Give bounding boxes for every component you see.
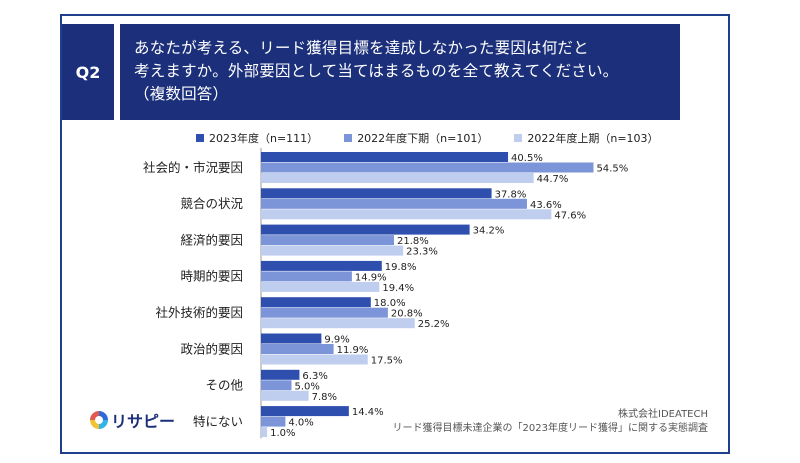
bar-series-3: [261, 209, 552, 220]
data-label: 23.3%: [406, 247, 438, 258]
credit-company: 株式会社IDEATECH: [618, 409, 708, 420]
data-label: 7.8%: [312, 392, 337, 403]
bar-series-2: [261, 198, 527, 209]
data-label: 44.7%: [537, 174, 569, 185]
legend-item-2023: 2023年度（n=111）: [196, 130, 318, 146]
data-label: 43.6%: [530, 200, 562, 211]
bar-series-1: [261, 333, 322, 344]
source-credit: 株式会社IDEATECH リード獲得目標未達企業の「2023年度リード獲得」に関…: [393, 408, 708, 436]
bar-series-2: [261, 307, 388, 318]
data-label: 54.5%: [596, 164, 628, 175]
data-label: 40.5%: [511, 153, 543, 164]
data-label: 34.2%: [473, 226, 505, 237]
data-label: 20.8%: [391, 309, 423, 320]
question-badge: Q2: [62, 24, 114, 120]
bar-series-3: [261, 318, 415, 329]
question-text: あなたが考える、リード獲得目標を達成しなかった要因は何だと 考えますか。外部要因…: [120, 24, 680, 120]
data-label: 18.0%: [374, 298, 406, 309]
bar-series-3: [261, 173, 534, 183]
bar-series-2: [261, 235, 394, 246]
legend-item-2022-second-half: 2022年度下期（n=101）: [344, 130, 488, 146]
category-label: 特にない: [193, 414, 243, 429]
bar-series-1: [261, 152, 509, 162]
bar-series-3: [261, 281, 380, 292]
category-label: 時期的要因: [180, 269, 243, 284]
category-label: 政治的要因: [180, 341, 243, 356]
bar-series-3: [261, 427, 268, 438]
bar-series-2: [261, 271, 352, 282]
bar-series-1: [261, 369, 300, 380]
data-label: 19.4%: [382, 283, 414, 294]
bar-series-1: [261, 224, 470, 235]
legend-swatch-2022-first-half: [514, 134, 523, 142]
data-label: 14.9%: [355, 272, 387, 283]
legend-swatch-2022-second-half: [344, 134, 353, 142]
question-line-1: あなたが考える、リード獲得目標を達成しなかった要因は何だと: [134, 39, 589, 57]
chart-legend: 2023年度（n=111） 2022年度下期（n=101） 2022年度上期（n…: [196, 130, 659, 146]
credit-survey: リード獲得目標未達企業の「2023年度リード獲得」に関する実態調査: [392, 423, 708, 434]
category-label: 社外技術的要因: [155, 305, 243, 320]
legend-label-2023: 2023年度（n=111）: [209, 132, 319, 145]
data-label: 5.0%: [295, 381, 320, 392]
legend-item-2022-first-half: 2022年度上期（n=103）: [514, 130, 659, 146]
bar-series-1: [261, 188, 492, 199]
data-label: 9.9%: [324, 335, 349, 346]
risapy-logo: リサピー: [90, 408, 175, 432]
bar-series-3: [261, 245, 404, 256]
logo-text: リサピー: [111, 412, 176, 431]
data-label: 6.3%: [302, 371, 327, 382]
data-label: 25.2%: [418, 319, 450, 330]
legend-swatch-2023: [196, 134, 204, 142]
bar-series-1: [261, 406, 349, 417]
legend-label-2022-first-half: 2022年度上期（n=103）: [527, 132, 659, 145]
category-label: その他: [205, 378, 243, 393]
bar-series-2: [261, 380, 292, 391]
data-label: 21.8%: [397, 236, 429, 247]
risapy-logo-icon: [90, 411, 108, 429]
question-line-2: 考えますか。外部要因として当てはまるものを全て教えてください。: [134, 62, 619, 80]
data-label: 4.0%: [288, 418, 313, 429]
data-label: 47.6%: [554, 210, 586, 221]
question-line-3: （複数回答）: [134, 85, 229, 103]
bar-series-2: [261, 344, 334, 354]
legend-label-2022-second-half: 2022年度下期（n=101）: [357, 132, 489, 145]
data-label: 11.9%: [337, 345, 369, 356]
data-label: 14.4%: [352, 407, 384, 418]
data-label: 1.0%: [270, 428, 295, 439]
category-label: 競合の状況: [180, 196, 243, 211]
data-label: 19.8%: [385, 262, 417, 273]
data-label: 37.8%: [495, 189, 527, 200]
bar-series-1: [261, 297, 371, 308]
bar-series-3: [261, 390, 309, 401]
bar-series-1: [261, 260, 382, 271]
data-label: 17.5%: [371, 356, 403, 367]
bar-series-3: [261, 354, 368, 365]
category-label: 社会的・市況要因: [143, 160, 243, 175]
bar-series-2: [261, 416, 286, 427]
bar-series-2: [261, 162, 594, 173]
category-label: 経済的要因: [180, 232, 243, 247]
